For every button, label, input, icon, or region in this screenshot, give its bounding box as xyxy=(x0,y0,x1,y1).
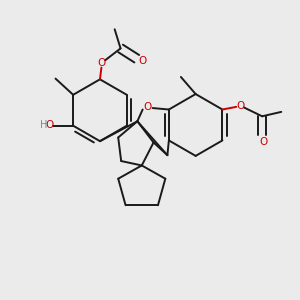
Text: O: O xyxy=(236,101,244,111)
Text: O: O xyxy=(46,119,54,130)
Text: H: H xyxy=(40,119,47,130)
Text: O: O xyxy=(143,102,152,112)
Text: O: O xyxy=(97,58,106,68)
Text: O: O xyxy=(139,56,147,66)
Text: O: O xyxy=(260,137,268,147)
